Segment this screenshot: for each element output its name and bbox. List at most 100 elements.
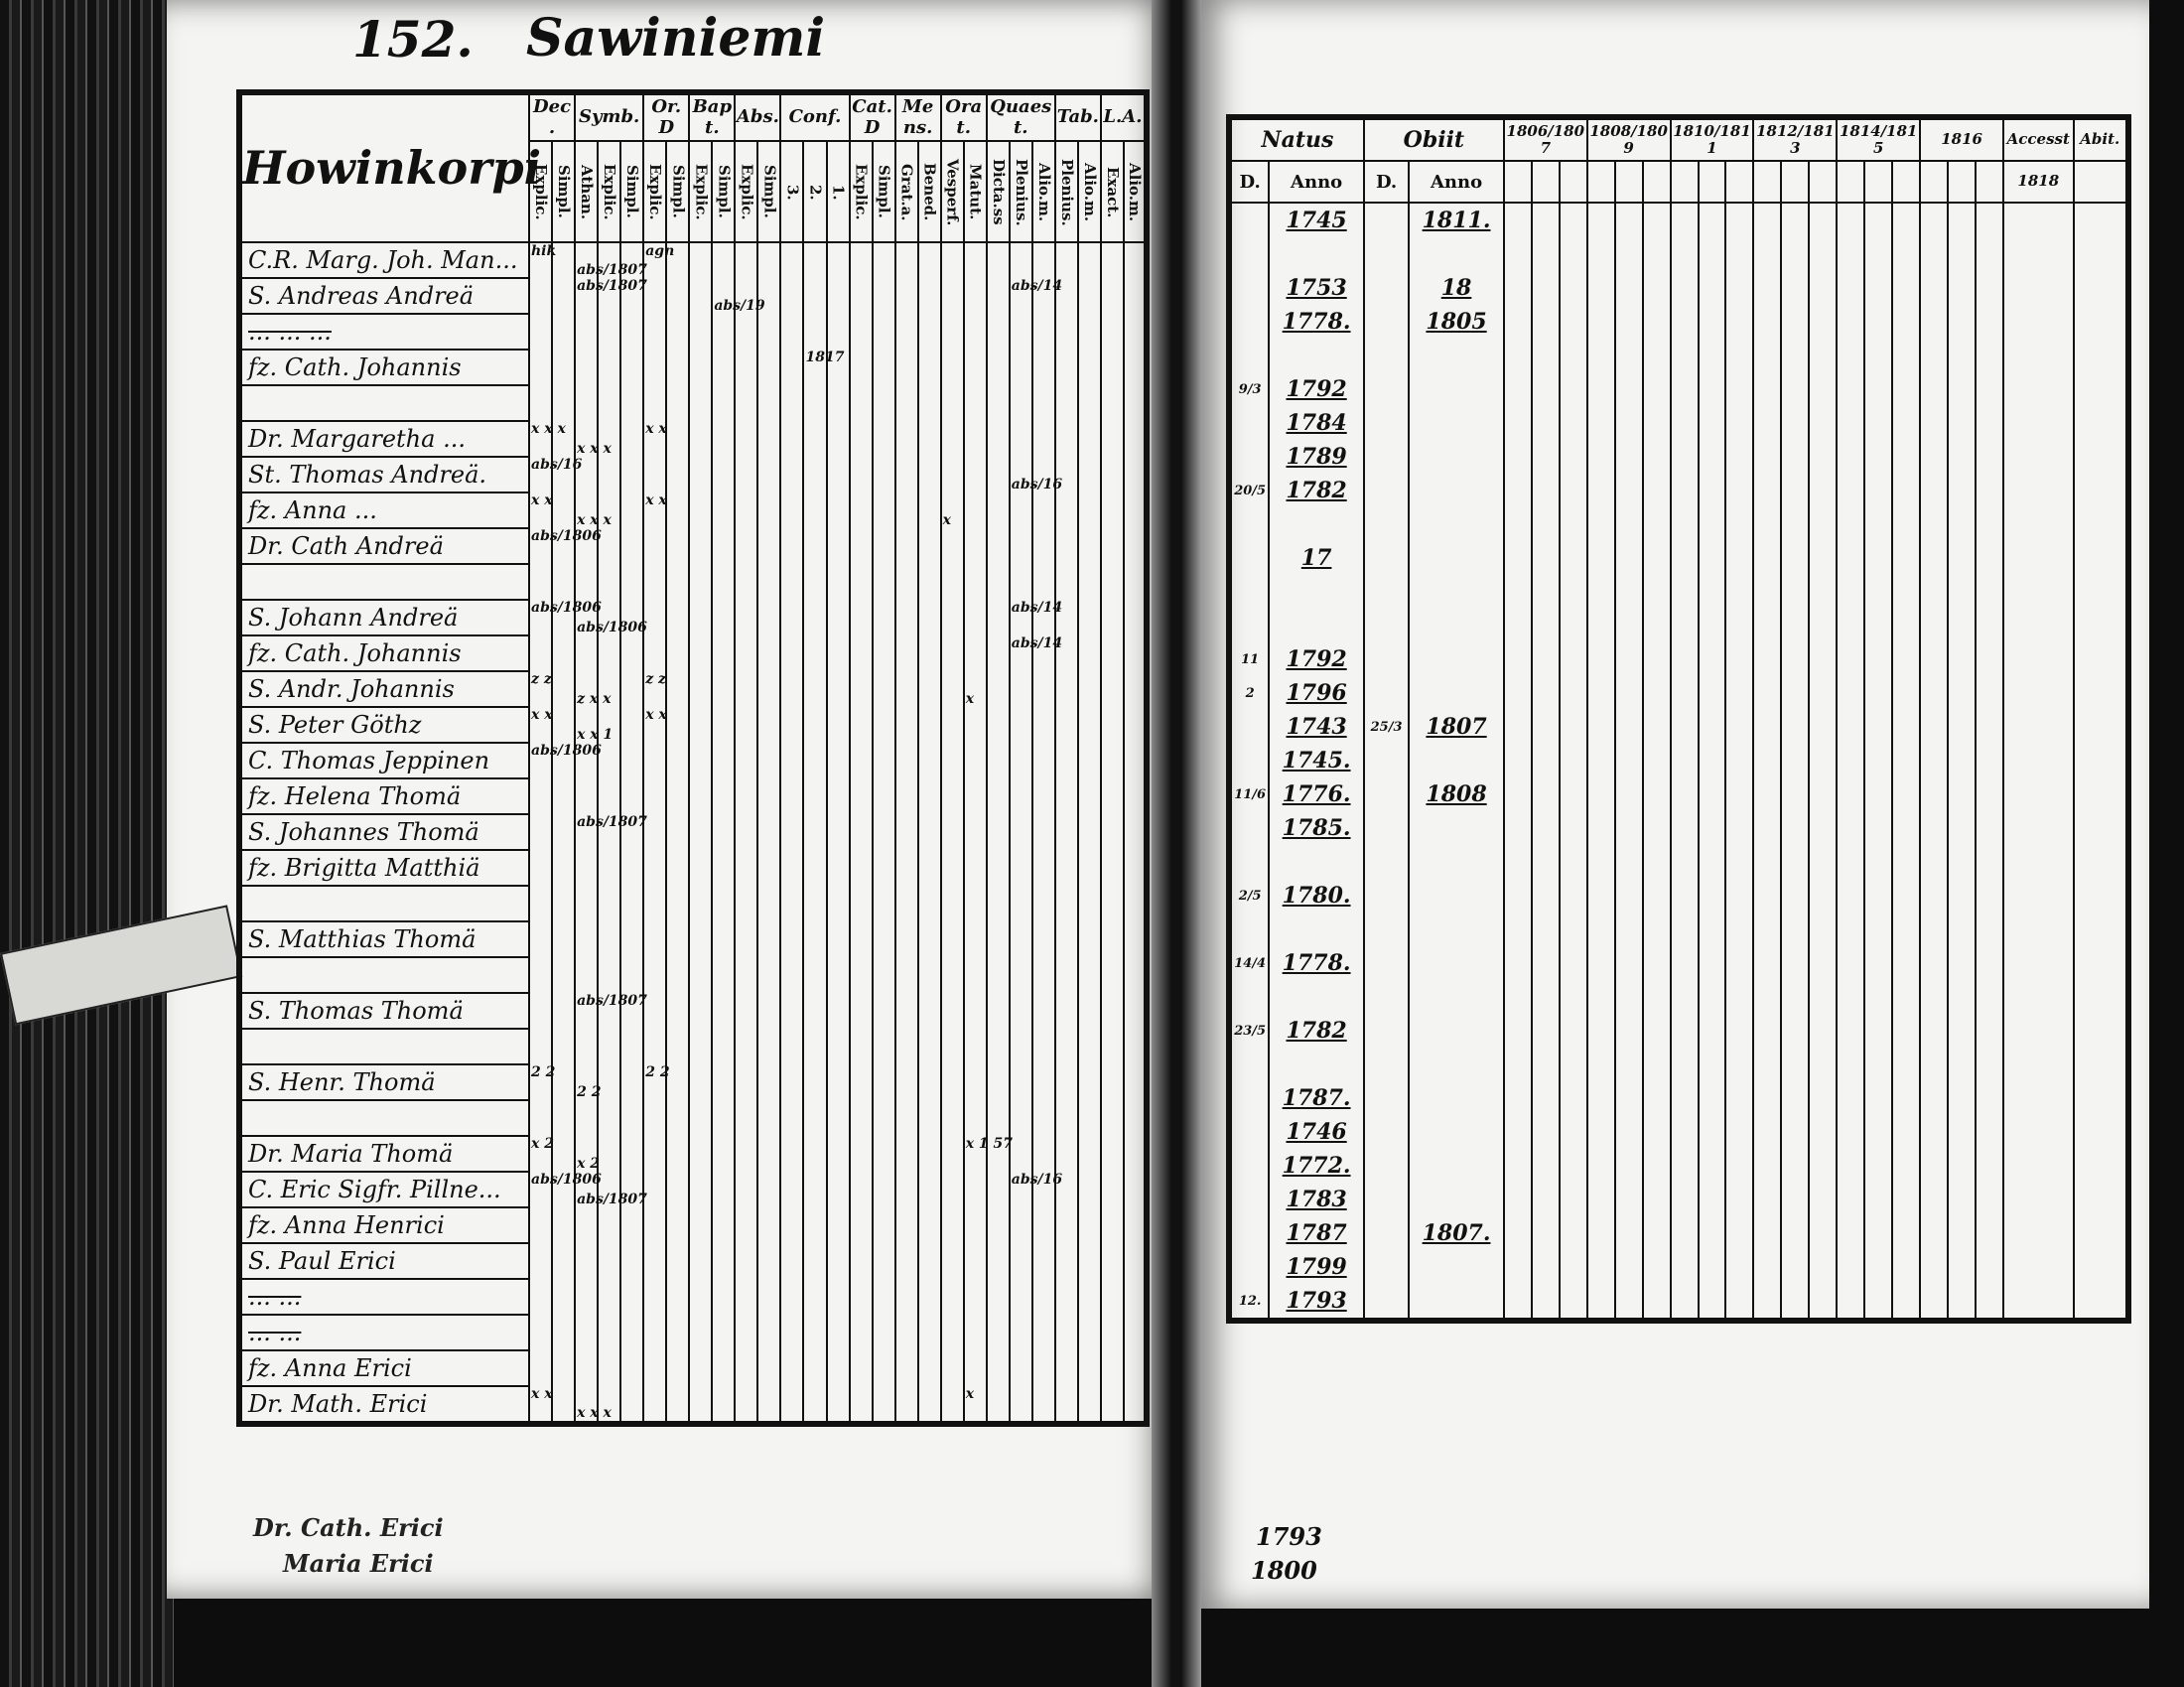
mark-cell bbox=[642, 635, 668, 672]
mark-cell bbox=[916, 814, 942, 851]
mark-cell bbox=[802, 1136, 828, 1173]
mark-cell bbox=[962, 850, 988, 887]
mark-cell bbox=[756, 314, 782, 351]
mark-cell bbox=[893, 457, 919, 493]
attendance-cell bbox=[1502, 913, 1533, 946]
attendance-cell bbox=[2072, 1284, 2129, 1321]
attendance-cell bbox=[1669, 1115, 1700, 1149]
attendance-cell bbox=[1502, 980, 1533, 1014]
mark-cell bbox=[1122, 1100, 1149, 1137]
mark-cell bbox=[711, 350, 737, 386]
mark-cell bbox=[551, 242, 577, 279]
attendance-cell bbox=[1752, 1284, 1783, 1321]
mark-cell bbox=[802, 814, 828, 851]
attendance-cell bbox=[1780, 372, 1811, 406]
attendance-cell bbox=[1724, 339, 1755, 372]
sub-column-header: Simpl. bbox=[756, 140, 782, 244]
mark-cell bbox=[574, 886, 600, 922]
mark-cell bbox=[1076, 1243, 1102, 1280]
attendance-cell bbox=[2002, 575, 2075, 609]
table-row: S. Paul Erici bbox=[238, 1243, 1149, 1281]
table-row: 12. 1793 bbox=[1227, 1284, 2129, 1321]
death-day bbox=[1362, 474, 1411, 507]
death-day bbox=[1362, 372, 1411, 406]
attendance-cell bbox=[1502, 271, 1533, 305]
mark-cell bbox=[734, 743, 759, 779]
mark-cell bbox=[574, 314, 600, 351]
year-group-header: 1816 bbox=[1919, 116, 2005, 162]
attendance-cell bbox=[1724, 642, 1755, 676]
person-name: C. Eric Sigfr. Pillne... bbox=[238, 1172, 530, 1209]
attendance-cell bbox=[2002, 203, 2075, 237]
attendance-cell bbox=[1891, 811, 1922, 845]
mark-cell bbox=[1076, 921, 1102, 958]
mark-cell bbox=[642, 1243, 668, 1280]
attendance-cell bbox=[2072, 237, 2129, 271]
attendance-cell bbox=[2072, 744, 2129, 777]
mark-cell bbox=[551, 707, 577, 744]
mark-cell bbox=[1053, 242, 1079, 279]
attendance-cell bbox=[1947, 406, 1978, 440]
birth-year bbox=[1268, 339, 1365, 372]
mark-cell bbox=[619, 921, 645, 958]
column-group-header: Symb. bbox=[574, 90, 645, 143]
table-row bbox=[238, 564, 1149, 602]
mark-cell bbox=[802, 278, 828, 315]
mark-cell bbox=[1008, 814, 1033, 851]
attendance-cell bbox=[1919, 1014, 1950, 1048]
mark-cell bbox=[848, 564, 874, 601]
attendance-cell bbox=[1836, 1014, 1866, 1048]
attendance-cell bbox=[1808, 372, 1839, 406]
mark-cell bbox=[619, 1100, 645, 1137]
mark-cell bbox=[619, 850, 645, 887]
mark-cell bbox=[551, 1315, 577, 1351]
mark-cell bbox=[1053, 1279, 1079, 1316]
mark-cell bbox=[779, 850, 805, 887]
attendance-cell bbox=[1724, 507, 1755, 541]
attendance-cell bbox=[1530, 372, 1561, 406]
mark-cell: agn bbox=[642, 242, 674, 279]
mark-cell bbox=[688, 1207, 714, 1244]
attendance-cell bbox=[1891, 609, 1922, 642]
attendance-cell bbox=[1780, 1284, 1811, 1321]
attendance-cell bbox=[1891, 879, 1922, 913]
mark-cell bbox=[734, 1315, 759, 1351]
mark-cell bbox=[825, 778, 851, 815]
mark-cell bbox=[597, 457, 622, 493]
attendance-cell bbox=[2002, 845, 2075, 879]
person-name: fz. Brigitta Matthiä bbox=[238, 850, 530, 888]
attendance-cell bbox=[1697, 271, 1727, 305]
mark-cell bbox=[1030, 707, 1056, 744]
mark-cell: abs/1807 bbox=[574, 814, 647, 851]
attendance-cell bbox=[1530, 474, 1561, 507]
death-year bbox=[1408, 1115, 1505, 1149]
attendance-cell bbox=[1585, 339, 1616, 372]
mark-cell bbox=[939, 1279, 965, 1316]
mark-cell bbox=[551, 778, 577, 815]
person-name: S. Paul Erici bbox=[238, 1243, 530, 1281]
attendance-cell bbox=[1669, 1014, 1700, 1048]
sub-column-label: 2. bbox=[806, 184, 825, 201]
mark-cell bbox=[756, 421, 782, 458]
birth-year bbox=[1268, 609, 1365, 642]
mark-cell bbox=[1099, 1279, 1125, 1316]
attendance-cell bbox=[1530, 541, 1561, 575]
sub-column-label: Simpl. bbox=[875, 165, 893, 219]
mark-cell bbox=[825, 1350, 851, 1387]
table-row bbox=[238, 1100, 1149, 1138]
mark-cell bbox=[1076, 993, 1102, 1030]
mark-cell bbox=[551, 814, 577, 851]
mark-cell bbox=[871, 1172, 896, 1208]
death-year bbox=[1408, 541, 1505, 575]
attendance-cell bbox=[1975, 1115, 2005, 1149]
mark-cell bbox=[962, 1207, 988, 1244]
death-year bbox=[1408, 676, 1505, 710]
mark-cell bbox=[665, 635, 691, 672]
mark-cell bbox=[642, 528, 668, 565]
person-name: S. Matthias Thomä bbox=[238, 921, 530, 959]
attendance-cell bbox=[2002, 913, 2075, 946]
mark-cell bbox=[665, 1136, 691, 1173]
mark-cell bbox=[1053, 1029, 1079, 1065]
mark-cell bbox=[848, 1136, 874, 1173]
